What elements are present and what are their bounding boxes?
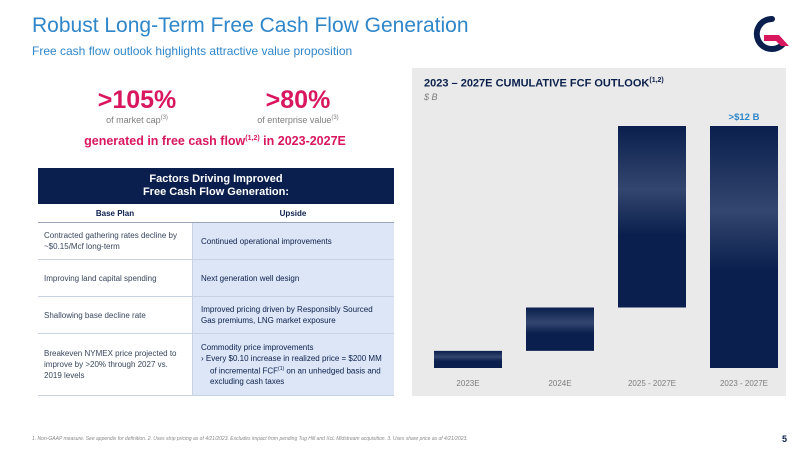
- market-cap-ref: (3): [160, 115, 168, 121]
- chart-bar: [434, 350, 502, 368]
- company-logo-icon: [753, 15, 789, 52]
- fcf-chart-panel: 2023 – 2027E CUMULATIVE FCF OUTLOOK(1,2)…: [412, 68, 786, 396]
- bullet-text-b: on an unhedged basis and excluding cash …: [210, 366, 381, 387]
- table-row: Breakeven NYMEX price projected to impro…: [38, 334, 394, 396]
- enterprise-value-stat: >80% of enterprise value(3): [228, 86, 368, 125]
- x-tick-label: 2023 - 2027E: [720, 379, 768, 388]
- table-row: Improving land capital spending Next gen…: [38, 260, 394, 297]
- enterprise-value-value: >80%: [265, 86, 331, 114]
- generated-text: generated in free cash flow: [84, 134, 246, 148]
- generated-suffix: in 2023-2027E: [259, 134, 346, 148]
- factors-table: Factors Driving Improved Free Cash Flow …: [38, 168, 394, 396]
- chart-unit: $ B: [424, 92, 438, 102]
- factors-title-line2: Free Cash Flow Generation:: [142, 186, 290, 198]
- chart-bar: [526, 307, 594, 351]
- bullet-ref: (1): [278, 365, 285, 372]
- fcf-waterfall-chart: 2023E 2024E 2025 - 2027E 2023 - 2027E >$12 B: [434, 112, 778, 388]
- chart-title-text: 2023 – 2027E CUMULATIVE FCF OUTLOOK: [424, 77, 650, 90]
- factors-title-line1: Factors Driving Improved: [149, 173, 283, 185]
- enterprise-value-label: of enterprise value: [257, 115, 332, 125]
- market-cap-value: >105%: [97, 86, 177, 114]
- column-base-plan: Base Plan: [95, 209, 135, 218]
- upside-cell: Next generation well design: [192, 260, 394, 296]
- x-tick-label: 2023E: [456, 379, 479, 388]
- factors-column-headers: Base Plan Upside: [38, 204, 394, 223]
- enterprise-value-ref: (3): [331, 115, 339, 121]
- factors-table-header: Factors Driving Improved Free Cash Flow …: [38, 168, 394, 204]
- market-cap-stat: >105% of market cap(3): [82, 86, 192, 125]
- total-data-label: >$12 B: [729, 112, 760, 123]
- page-title: Robust Long-Term Free Cash Flow Generati…: [32, 14, 469, 37]
- base-plan-cell: Breakeven NYMEX price projected to impro…: [44, 349, 177, 380]
- page-number: 5: [782, 434, 788, 444]
- upside-cell: Commodity price improvements › Every $0.…: [192, 334, 394, 395]
- x-tick-label: 2024E: [548, 379, 571, 388]
- generated-fcf-caption: generated in free cash flow(1,2) in 2023…: [40, 134, 390, 148]
- chart-title-ref: (1,2): [649, 77, 664, 84]
- chart-bar: [618, 126, 686, 308]
- footnote: 1. Non-GAAP measure. See appendix for de…: [32, 436, 468, 442]
- table-row: Contracted gathering rates decline by ~$…: [38, 223, 394, 260]
- upside-cell-bullet: › Every $0.10 increase in realized price…: [201, 353, 386, 388]
- chart-bar: [710, 126, 778, 368]
- base-plan-cell: Contracted gathering rates decline by ~$…: [44, 231, 177, 251]
- upside-cell-heading: Commodity price improvements: [201, 342, 314, 352]
- base-plan-cell: Shallowing base decline rate: [44, 310, 146, 320]
- column-upside: Upside: [279, 209, 307, 218]
- generated-ref: (1,2): [245, 134, 260, 142]
- upside-cell: Continued operational improvements: [192, 223, 394, 259]
- upside-cell: Improved pricing driven by Responsibly S…: [192, 297, 394, 333]
- market-cap-label: of market cap: [106, 115, 161, 125]
- base-plan-cell: Improving land capital spending: [44, 273, 157, 283]
- bullet-text-a: › Every $0.10 increase in realized price…: [201, 353, 382, 376]
- chart-title: 2023 – 2027E CUMULATIVE FCF OUTLOOK(1,2): [424, 77, 664, 90]
- page-subtitle: Free cash flow outlook highlights attrac…: [32, 44, 353, 58]
- table-row: Shallowing base decline rate Improved pr…: [38, 297, 394, 334]
- x-tick-label: 2025 - 2027E: [628, 379, 676, 388]
